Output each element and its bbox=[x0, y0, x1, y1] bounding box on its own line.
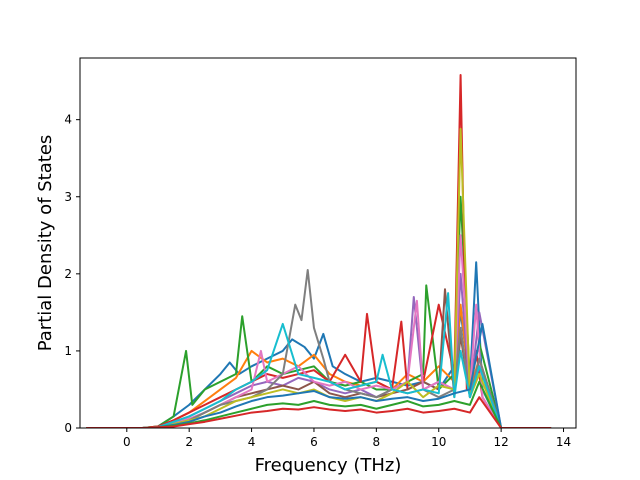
y-axis-ticks: 0 1 2 3 4 bbox=[64, 113, 80, 435]
y-tick-label: 2 bbox=[64, 267, 72, 281]
series-layer bbox=[86, 73, 552, 428]
pdos-series-10 bbox=[86, 292, 552, 428]
x-tick-label: 12 bbox=[493, 435, 508, 449]
x-tick-label: 4 bbox=[248, 435, 256, 449]
pdos-series-11 bbox=[86, 322, 552, 428]
pdos-series-13 bbox=[86, 396, 552, 428]
x-axis-label: Frequency (THz) bbox=[255, 455, 402, 476]
x-tick-label: 6 bbox=[310, 435, 318, 449]
x-tick-label: 2 bbox=[185, 435, 193, 449]
y-tick-label: 1 bbox=[64, 344, 72, 358]
x-tick-label: 8 bbox=[373, 435, 381, 449]
x-tick-label: 10 bbox=[431, 435, 446, 449]
x-axis-ticks: 0 2 4 6 8 10 12 14 bbox=[123, 428, 571, 449]
x-tick-label: 0 bbox=[123, 435, 131, 449]
y-axis-label: Partial Density of States bbox=[35, 135, 56, 352]
y-tick-label: 4 bbox=[64, 113, 72, 127]
y-tick-label: 0 bbox=[64, 421, 72, 435]
plot-frame bbox=[79, 57, 577, 429]
y-tick-label: 3 bbox=[64, 190, 72, 204]
pdos-series-4 bbox=[86, 73, 552, 428]
x-tick-label: 14 bbox=[556, 435, 571, 449]
